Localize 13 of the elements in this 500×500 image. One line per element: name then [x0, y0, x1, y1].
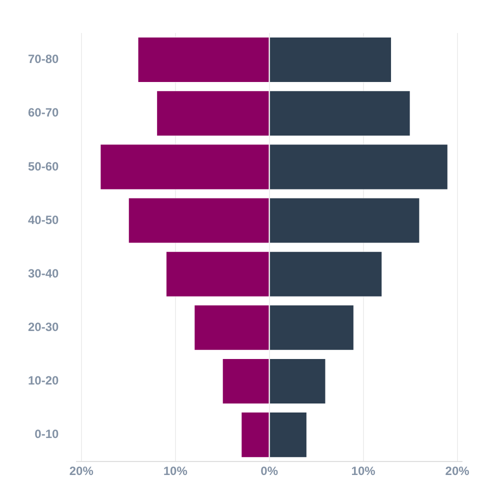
x-tick-label: 10% [163, 464, 188, 478]
x-tick-label: 20% [69, 464, 94, 478]
y-tick-label: 10-20 [28, 374, 60, 388]
y-tick-label: 70-80 [28, 52, 60, 66]
y-tick-label: 0-10 [34, 427, 60, 442]
y-tick-label: 20-30 [28, 320, 60, 334]
y-tick-label: 60-70 [28, 106, 60, 120]
x-tick-label: 10% [351, 464, 376, 478]
y-tick-label: 40-50 [28, 212, 60, 227]
y-tick-label: 50-60 [28, 159, 60, 174]
y-tick-label: 30-40 [28, 266, 60, 280]
x-tick-label: 20% [445, 464, 470, 478]
x-tick-label: 0% [260, 464, 278, 478]
